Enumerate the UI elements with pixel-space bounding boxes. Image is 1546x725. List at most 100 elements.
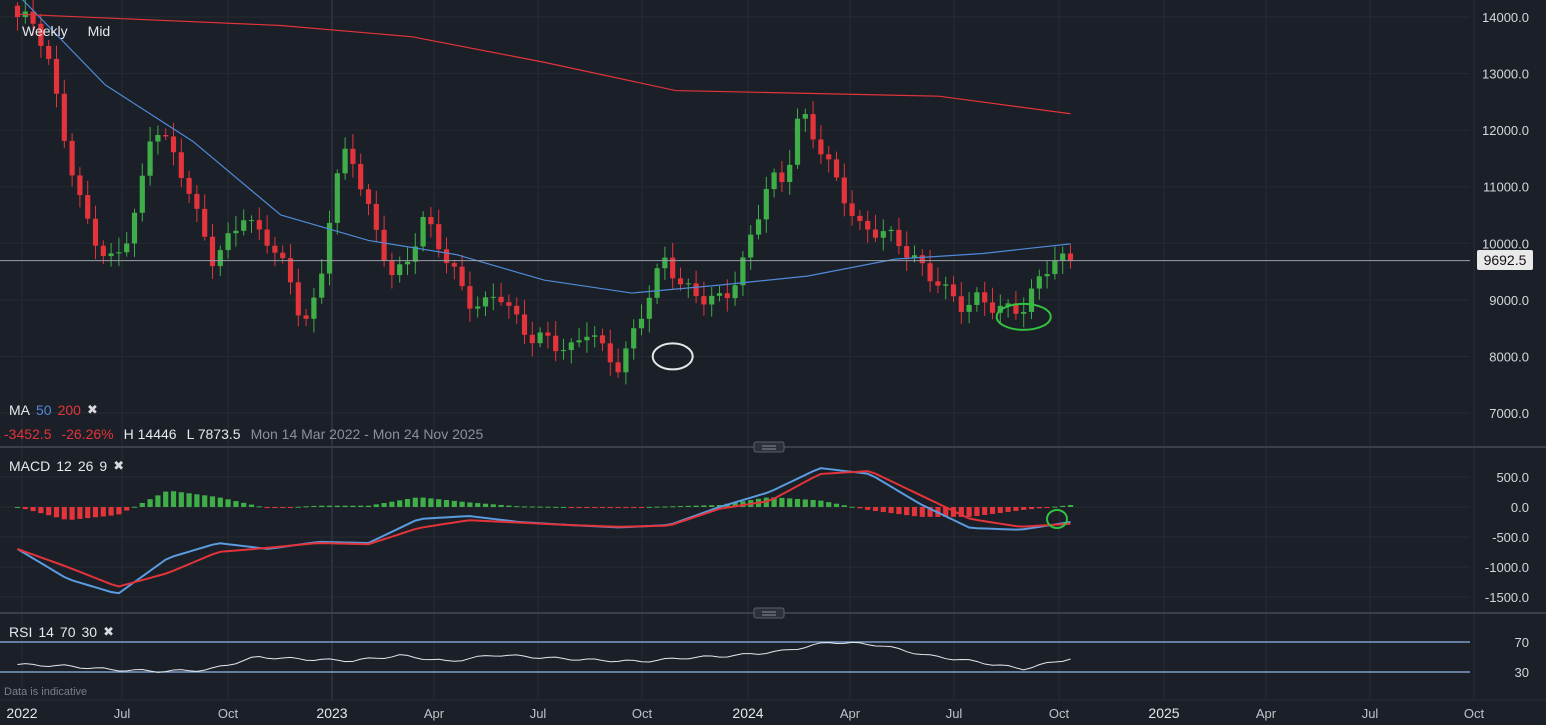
macd-histogram-bar [131,506,138,508]
candle-body [77,175,83,196]
macd-histogram-bar [217,497,223,507]
macd-histogram-bar [677,506,684,508]
macd-histogram-bar [662,506,668,508]
candle-body [654,268,660,298]
candle-body [631,328,637,349]
candle-body [841,177,847,204]
candle-body [677,278,684,285]
candle-body [568,342,574,351]
macd-histogram-bar [849,506,855,508]
macd-histogram-bar [475,503,481,507]
macd-label: MACD [9,458,51,474]
macd-histogram-bar [943,507,949,517]
macd-histogram-bar [467,502,473,507]
macd-histogram-bar [350,505,356,507]
candle-body [498,296,504,303]
rsi-legend: RSI 14 70 30 ✖ [9,624,120,640]
candle-body [264,229,270,246]
macd-histogram-bar [787,498,793,507]
macd-histogram-bar [326,505,333,507]
close-rsi-icon[interactable]: ✖ [103,624,114,639]
macd-histogram-bar [732,502,738,507]
macd-histogram-bar [865,507,871,510]
macd-histogram-bar [38,507,44,514]
candle-body [147,141,153,176]
candle-body [131,212,138,244]
candle-body [506,302,512,306]
rsi-label: RSI [9,624,33,640]
candle-body [888,229,894,232]
candle-body [771,172,777,190]
candle-body [451,263,457,267]
change-percent: -26.26% [61,426,114,442]
price-axis-label: 14000.0 [1482,10,1529,25]
candle-body [919,255,925,264]
candle-body [849,203,855,216]
candle-body [342,148,348,174]
candle-body [116,252,122,254]
macd-histogram-bar [124,507,130,511]
macd-histogram-bar [280,507,286,508]
candle-body [311,297,317,319]
price-type-button[interactable]: Mid [87,23,111,39]
candle-body [537,332,543,344]
macd-histogram-bar [654,506,660,508]
candle-body [880,231,886,238]
macd-histogram-bar [311,505,317,507]
candle-body [46,45,52,59]
candle-body [748,234,754,258]
macd-histogram-bar [100,507,106,517]
candle-body [350,148,356,164]
macd-histogram-bar [272,507,278,508]
candle-body [217,250,223,267]
candle-body [436,224,442,250]
candle-body [1013,303,1019,314]
candle-body [896,229,902,247]
candle-body [974,292,980,305]
macd-histogram-bar [163,491,169,507]
macd-histogram-bar [693,505,699,507]
price-axis-label: 9000.0 [1489,293,1529,308]
candle-body [397,264,403,276]
candle-body [755,219,762,235]
ma200-line [17,13,1071,115]
macd-histogram-bar [560,506,567,508]
macd-histogram-bar [170,491,177,507]
macd-histogram-bar [771,497,777,507]
macd-histogram-bar [443,500,450,507]
close-ma-icon[interactable]: ✖ [86,402,98,417]
macd-histogram-bar [584,507,590,508]
rsi-line [17,641,1071,673]
time-axis-label: Apr [840,706,861,721]
candle-body [646,297,652,319]
toolbar: Weekly Mid [14,20,118,42]
candle-body [576,340,582,343]
time-axis-label: Oct [218,706,239,721]
macd-histogram-bar [287,507,294,508]
candle-body [1028,288,1035,312]
close-macd-icon[interactable]: ✖ [113,458,125,473]
candle-body [584,336,590,341]
macd-histogram-bar [826,502,832,507]
candle-body [935,281,941,286]
rsi-axis-label: 30 [1515,665,1529,680]
macd-histogram-bar [1005,507,1011,512]
macd-histogram-bar [1028,507,1035,510]
candle-body [1052,260,1058,275]
macd-histogram-bar [334,505,340,507]
macd-histogram-bar [139,502,145,507]
macd-histogram-bar [77,507,83,519]
macd-histogram-bar [1036,507,1042,509]
candle-body [124,243,130,253]
macd-histogram-bar [209,496,216,507]
time-axis-label: Oct [1464,706,1485,721]
macd-histogram-bar [802,499,808,507]
candle-body [358,163,364,190]
macd-axis-label: -500.0 [1492,530,1529,545]
price-stats: -3452.5 -26.26% H 14446 L 7873.5 Mon 14 … [4,426,483,442]
macd-legend: MACD 12 26 9 ✖ [9,458,130,474]
panel-resize-handle [753,607,785,619]
time-axis-label: 2022 [6,705,37,721]
interval-button[interactable]: Weekly [22,23,68,39]
